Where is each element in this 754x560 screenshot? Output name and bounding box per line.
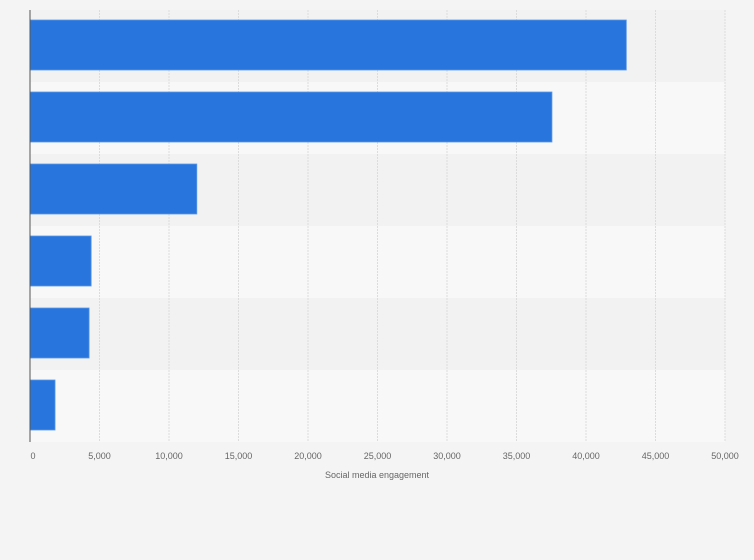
bar[interactable] <box>29 235 92 287</box>
bar[interactable] <box>29 379 56 431</box>
x-tick-label: 0 <box>30 451 35 461</box>
x-tick-label: 30,000 <box>433 451 461 461</box>
x-tick-label: 15,000 <box>225 451 253 461</box>
bar[interactable] <box>29 163 198 215</box>
bars <box>29 19 627 431</box>
bar[interactable] <box>29 19 627 71</box>
x-tick-label: 45,000 <box>642 451 670 461</box>
gridlines <box>99 10 726 442</box>
x-tick-label: 20,000 <box>294 451 322 461</box>
x-tick-labels: 0 5,000 10,000 15,000 20,000 25,000 30,000 35,0… <box>30 451 738 461</box>
bar[interactable] <box>29 307 90 359</box>
bar[interactable] <box>29 91 553 143</box>
x-axis-label: Social media engagement <box>325 470 430 480</box>
x-tick-label: 10,000 <box>155 451 183 461</box>
x-tick-label: 25,000 <box>364 451 392 461</box>
x-tick-label: 40,000 <box>572 451 600 461</box>
x-tick-label: 5,000 <box>88 451 111 461</box>
x-tick-label: 35,000 <box>503 451 531 461</box>
x-tick-label: 50,000 <box>711 451 739 461</box>
